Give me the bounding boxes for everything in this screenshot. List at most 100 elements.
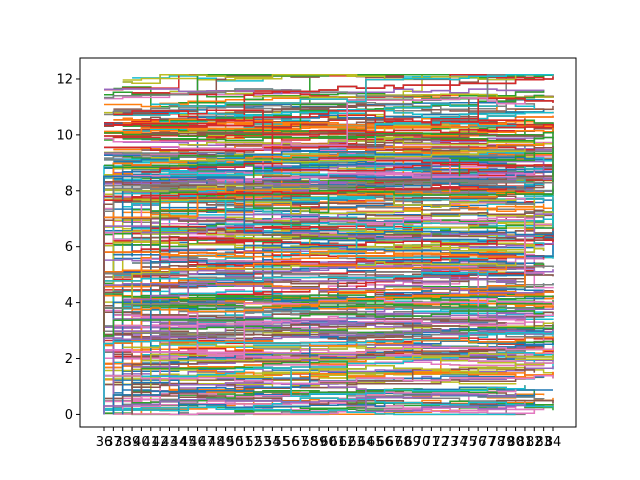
x-tick-label: 50 [227, 435, 244, 450]
x-tick-label: 56 [283, 435, 300, 450]
x-tick-label: 82 [526, 435, 543, 450]
x-tick-label: 43 [161, 435, 178, 450]
series-line [104, 145, 536, 153]
series-line [104, 302, 536, 310]
y-axis: 0 2 4 6 8 10 12 [56, 72, 80, 423]
series-line [104, 251, 526, 260]
x-tick-label: 84 [545, 435, 562, 450]
x-tick-label: 62 [339, 435, 356, 450]
series-line [141, 95, 554, 151]
series-line [113, 244, 554, 257]
series-line [150, 74, 554, 107]
x-tick-label: 41 [142, 435, 159, 450]
y-tick-label: 2 [65, 352, 73, 367]
series-line [104, 283, 545, 295]
x-tick-label: 65 [367, 435, 384, 450]
series-line [103, 374, 554, 396]
x-tick-label: 40 [133, 435, 150, 450]
x-tick-label: 52 [245, 435, 262, 450]
series-line [150, 149, 526, 163]
x-tick-label: 73 [442, 435, 459, 450]
series-line [150, 229, 554, 287]
series-line [122, 278, 517, 300]
series-line [103, 175, 554, 236]
series-line [104, 97, 554, 126]
series-line [121, 295, 554, 323]
series-line [169, 90, 554, 98]
series-line [104, 152, 554, 214]
x-tick-label: 75 [461, 435, 478, 450]
x-tick-label: 48 [208, 435, 225, 450]
x-tick-label: 70 [414, 435, 431, 450]
series-line [122, 78, 545, 122]
x-tick-label: 58 [302, 435, 319, 450]
x-tick-label: 51 [236, 435, 253, 450]
series-layer [103, 74, 554, 416]
x-tick-label: 67 [386, 435, 403, 450]
series-line [122, 74, 553, 85]
series-line [159, 167, 554, 268]
x-tick-label: 60 [320, 435, 337, 450]
series-line [168, 236, 554, 259]
x-tick-label: 37 [105, 435, 122, 450]
series-line [112, 314, 526, 408]
x-tick-label: 78 [489, 435, 506, 450]
x-tick-label: 64 [358, 435, 375, 450]
series-line [104, 187, 507, 201]
x-tick-label: 68 [395, 435, 412, 450]
x-tick-label: 46 [189, 435, 206, 450]
series-line [104, 274, 554, 293]
x-tick-label: 74 [451, 435, 468, 450]
series-line [141, 303, 545, 309]
series-line [132, 248, 545, 267]
x-tick-label: 72 [432, 435, 449, 450]
x-axis: 3637383940414243444546474849505152535455… [96, 427, 562, 450]
x-tick-label: 38 [114, 435, 131, 450]
x-tick-label: 44 [171, 435, 188, 450]
series-line [141, 213, 554, 240]
x-tick-label: 47 [199, 435, 216, 450]
series-line [169, 363, 545, 378]
series-line [131, 350, 545, 415]
x-tick-label: 59 [311, 435, 328, 450]
series-line [113, 407, 536, 416]
x-tick-label: 57 [292, 435, 309, 450]
series-line [141, 198, 554, 217]
x-tick-label: 42 [152, 435, 169, 450]
series-line [132, 291, 554, 313]
y-tick-label: 10 [56, 128, 73, 143]
x-tick-label: 83 [535, 435, 552, 450]
series-line [104, 271, 498, 283]
series-line [141, 352, 554, 362]
x-tick-label: 76 [470, 435, 487, 450]
x-tick-label: 61 [330, 435, 347, 450]
series-line [104, 179, 554, 188]
series-line [104, 198, 545, 240]
series-line [104, 262, 507, 273]
x-tick-label: 66 [376, 435, 393, 450]
series-line [112, 142, 545, 226]
x-tick-label: 49 [217, 435, 234, 450]
y-tick-label: 6 [65, 240, 73, 255]
series-line [104, 310, 545, 337]
x-tick-label: 77 [479, 435, 496, 450]
x-tick-label: 79 [498, 435, 515, 450]
series-line [160, 94, 545, 122]
series-line [113, 109, 554, 136]
x-tick-label: 80 [507, 435, 524, 450]
x-tick-label: 69 [404, 435, 421, 450]
x-tick-label: 45 [180, 435, 197, 450]
x-tick-label: 53 [255, 435, 272, 450]
y-tick-label: 0 [65, 408, 73, 423]
series-line [141, 261, 526, 322]
x-tick-label: 39 [124, 435, 141, 450]
x-tick-label: 71 [423, 435, 440, 450]
x-tick-label: 36 [96, 435, 113, 450]
series-line [112, 330, 526, 412]
x-tick-label: 63 [348, 435, 365, 450]
x-tick-label: 55 [273, 435, 290, 450]
x-tick-label: 81 [517, 435, 534, 450]
y-tick-label: 4 [65, 296, 73, 311]
y-tick-label: 8 [65, 184, 73, 199]
